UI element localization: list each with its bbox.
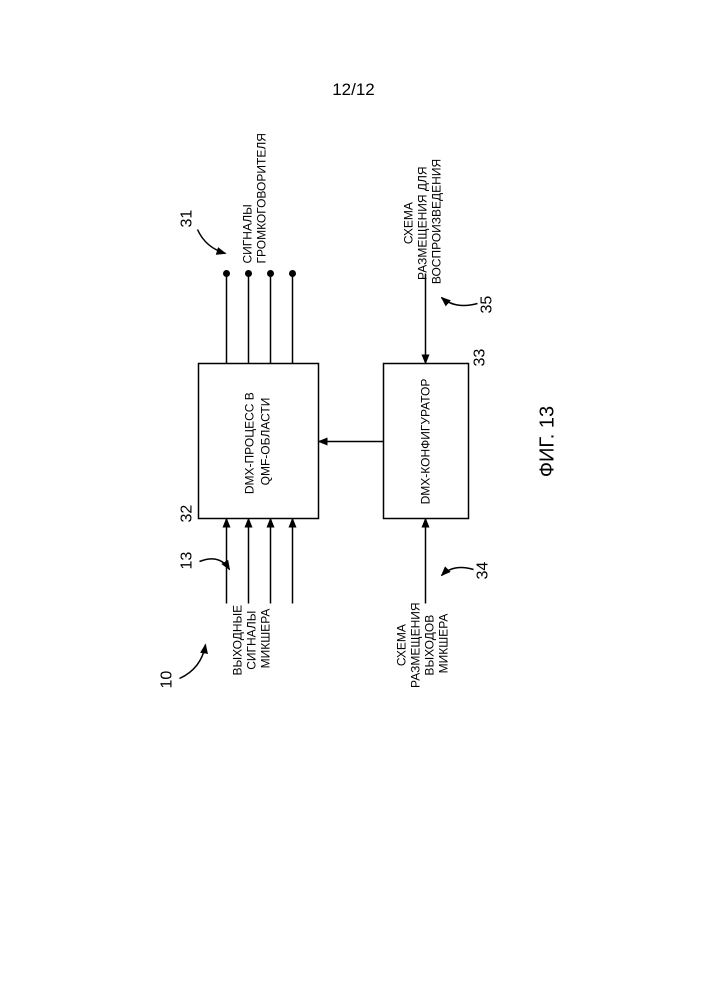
ref-31: 31: [179, 210, 196, 228]
ref-35-curve: [442, 298, 478, 306]
ref-34: 34: [475, 562, 492, 580]
page-number: 12/12: [332, 80, 375, 99]
ref-33: 33: [472, 349, 489, 367]
label-dmx-configurator: DMX-КОНФИГУРАТОР: [419, 379, 433, 505]
ref-32: 32: [179, 505, 196, 523]
label-mixer-outputs: ВЫХОДНЫЕ СИГНАЛЫ МИКШЕРА: [231, 601, 273, 675]
label-layout-playback: СХЕМА РАЗМЕЩЕНИЯ ДЛЯ ВОСПРОИЗВЕДЕНИЯ: [402, 159, 444, 284]
ref-34-curve: [442, 568, 474, 576]
label-layout-mixer-outputs: СХЕМА РАЗМЕЩЕНИЯ ВЫХОДОВ МИКШЕРА: [395, 599, 451, 688]
ref-10-curve: [180, 645, 206, 679]
ref-10: 10: [159, 671, 176, 689]
label-speaker-signals: СИГНАЛЫ ГРОМКОГОВОРИТЕЛЯ: [241, 133, 269, 263]
ref-13: 13: [179, 552, 196, 570]
output-dot-1: [223, 270, 230, 277]
output-dot-4: [289, 270, 296, 277]
output-dot-2: [245, 270, 252, 277]
ref-31-curve: [198, 230, 226, 254]
ref-13-curve: [200, 559, 230, 570]
output-dot-3: [267, 270, 274, 277]
figure-label: ФИГ. 13: [537, 406, 559, 477]
ref-35: 35: [479, 296, 496, 314]
